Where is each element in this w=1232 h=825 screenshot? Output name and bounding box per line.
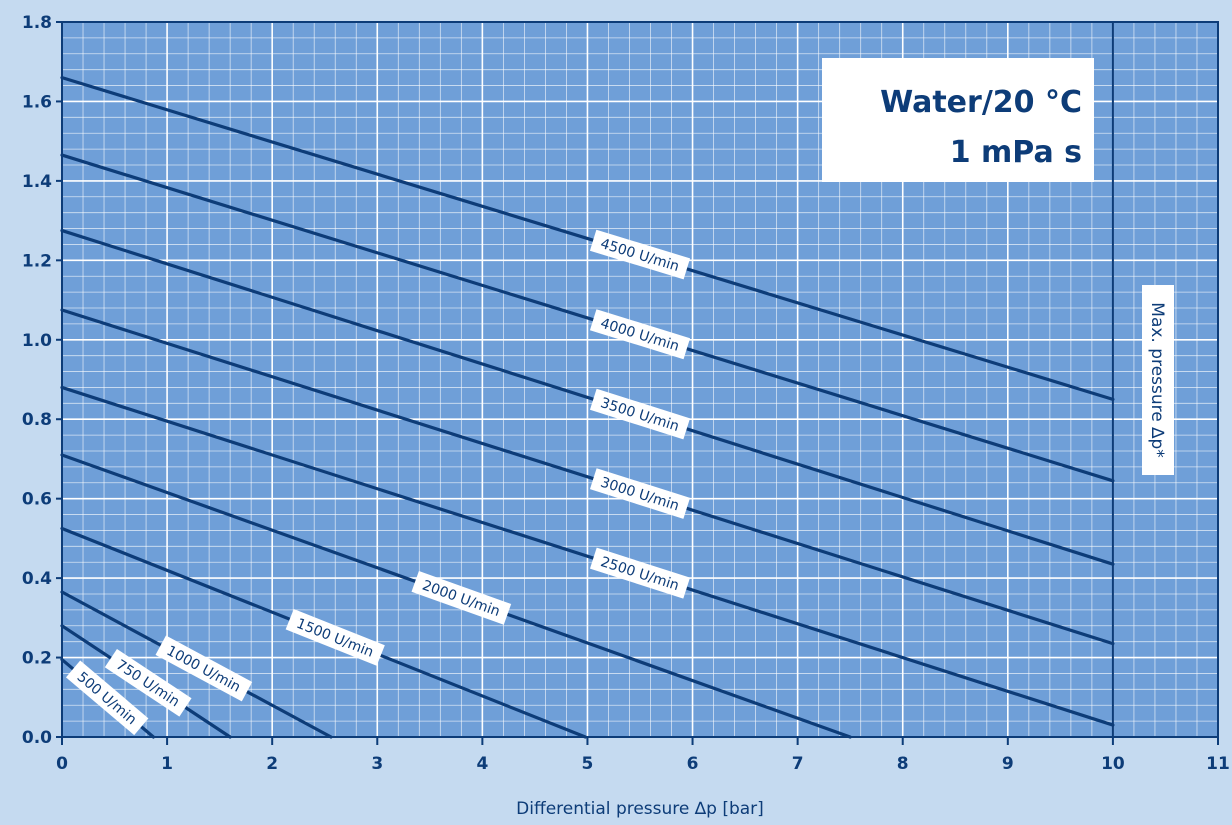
y-tick-label: 1.2 xyxy=(22,251,52,271)
curve-label-bg xyxy=(65,660,149,736)
x-tick-label: 6 xyxy=(687,754,699,774)
y-tick-label: 0.8 xyxy=(22,410,52,430)
curve-label-bg xyxy=(589,309,691,360)
y-tick-label: 1.8 xyxy=(22,13,52,33)
y-tick-label: 1.0 xyxy=(22,331,52,351)
x-tick-label: 2 xyxy=(266,754,278,774)
curve-label-bg xyxy=(104,648,192,717)
y-tick-label: 0.4 xyxy=(22,569,52,589)
y-tick-label: 0.6 xyxy=(22,490,52,510)
x-tick-label: 11 xyxy=(1206,754,1230,774)
curve-4000-rpm xyxy=(60,153,1115,483)
max-pressure-label-text: Max. pressure ∆p* xyxy=(1147,302,1167,457)
x-axis-ticks: 0 1 2 3 4 5 6 7 8 9 10 11 xyxy=(56,737,1230,774)
y-tick-label: 0.2 xyxy=(22,649,52,669)
max-pressure-label: Max. pressure ∆p* xyxy=(1142,285,1174,475)
x-tick-label: 8 xyxy=(897,754,909,774)
y-tick-label: 1.4 xyxy=(22,172,52,192)
x-tick-label: 4 xyxy=(476,754,488,774)
curve-label-bg xyxy=(155,635,253,702)
curve-3500-rpm xyxy=(60,228,1115,566)
x-tick-label: 9 xyxy=(1002,754,1014,774)
x-tick-label: 10 xyxy=(1101,754,1125,774)
curve-3000-rpm xyxy=(60,308,1115,646)
legend-line-viscosity: 1 mPa s xyxy=(950,135,1082,170)
y-tick-label: 1.6 xyxy=(22,92,52,112)
curve-label-bg xyxy=(411,571,512,625)
x-tick-label: 7 xyxy=(792,754,804,774)
x-axis-title: Differential pressure ∆p [bar] xyxy=(516,799,764,819)
curve-2500-rpm xyxy=(60,385,1115,727)
legend-line-fluid: Water/20 °C xyxy=(880,85,1082,120)
curve-label-bg xyxy=(589,229,691,280)
curve-label-bg xyxy=(589,468,691,519)
curve-label-bg xyxy=(285,608,385,666)
x-tick-label: 5 xyxy=(582,754,594,774)
plot-frame xyxy=(61,21,1219,738)
x-tick-label: 0 xyxy=(56,754,68,774)
x-tick-label: 3 xyxy=(371,754,383,774)
curve-4500-rpm xyxy=(60,76,1115,401)
x-tick-label: 1 xyxy=(161,754,173,774)
y-tick-label: 0.0 xyxy=(22,728,52,748)
curve-label-bg xyxy=(589,388,691,440)
legend-box: Water/20 °C 1 mPa s xyxy=(822,58,1094,182)
y-axis-ticks: 0.0 0.2 0.4 0.6 0.8 1.0 1.2 1.4 1.6 1.8 xyxy=(22,13,62,748)
curve-label-bg xyxy=(589,547,691,599)
